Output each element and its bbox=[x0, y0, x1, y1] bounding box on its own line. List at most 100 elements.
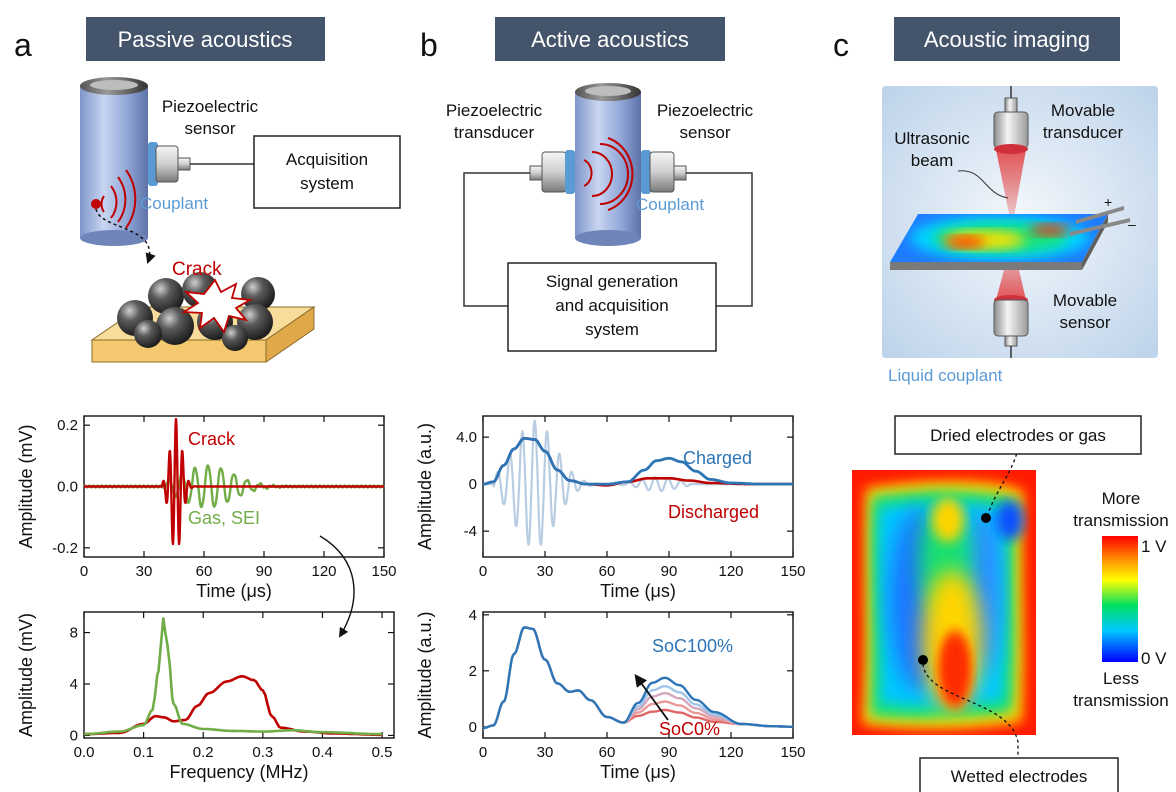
sensor-c bbox=[993, 295, 1029, 358]
y-tick-label: 0 bbox=[469, 719, 477, 736]
battery-cylinder-b bbox=[575, 83, 641, 246]
x-tick-label: 30 bbox=[537, 563, 554, 580]
x-tick-label: 60 bbox=[196, 563, 213, 580]
svg-text:–: – bbox=[1128, 216, 1136, 232]
x-tick-label: 90 bbox=[661, 744, 678, 761]
y-tick-label: -4 bbox=[464, 523, 477, 540]
discharged-annotation: Discharged bbox=[668, 502, 759, 522]
couplant-label-a: Couplant bbox=[140, 194, 208, 213]
svg-text:Acoustic imaging: Acoustic imaging bbox=[924, 27, 1090, 52]
chart-active-time: 0 30 60 90 120 150 -4 0 4.0 Time (μs) Amplitude (a… bbox=[415, 415, 806, 601]
series-charged bbox=[482, 436, 794, 486]
wetted-leader bbox=[922, 663, 1019, 765]
emission-source bbox=[91, 199, 101, 209]
cable-b-right bbox=[686, 172, 753, 307]
x-tick-label: 90 bbox=[661, 563, 678, 580]
beam-pointer bbox=[957, 170, 1009, 199]
liquid-couplant-label: Liquid couplant bbox=[888, 366, 1003, 385]
y-tick-label: 2 bbox=[469, 663, 477, 680]
battery-plate bbox=[890, 214, 1108, 270]
crack-label: Crack bbox=[172, 259, 222, 280]
svg-text:Wetted electrodes: Wetted electrodes bbox=[951, 767, 1088, 786]
series-SoC100% bbox=[482, 626, 794, 730]
panel-letter-c: c bbox=[833, 27, 849, 63]
dried-label-box: Dried electrodes or gas bbox=[894, 415, 1142, 455]
series-red-spectrum bbox=[84, 675, 383, 737]
transducer-b bbox=[529, 150, 575, 194]
y-tick-label: 4.0 bbox=[456, 429, 477, 446]
series-green-spectrum bbox=[84, 617, 383, 736]
x-tick-label: 60 bbox=[599, 744, 616, 761]
x-tick-label: 120 bbox=[718, 563, 743, 580]
sensor-b bbox=[641, 150, 687, 194]
plot-frame bbox=[83, 611, 395, 739]
series-crack bbox=[83, 417, 385, 546]
x-tick-label: 30 bbox=[537, 744, 554, 761]
crack-annotation: Crack bbox=[188, 429, 236, 449]
y-axis-title: Amplitude (a.u.) bbox=[415, 611, 435, 738]
x-tick-label: 60 bbox=[599, 563, 616, 580]
x-axis-title: Time (μs) bbox=[196, 581, 272, 601]
panel-letter-b: b bbox=[420, 27, 438, 63]
gas-annotation: Gas, SEI bbox=[188, 508, 260, 528]
wave-arcs-b bbox=[583, 137, 634, 211]
wetted-marker bbox=[918, 655, 928, 665]
chart-passive-time: 0 30 60 90 120 150 -0.2 0.0 0.2 Time (μs) Amplitud… bbox=[16, 415, 397, 601]
svg-text:+: + bbox=[1104, 194, 1112, 210]
panel-header-c: Acoustic imaging bbox=[894, 17, 1120, 61]
x-axis-title: Frequency (MHz) bbox=[169, 762, 308, 782]
y-tick-label: 0 bbox=[70, 727, 78, 744]
svg-text:Dried electrodes or gas: Dried electrodes or gas bbox=[930, 426, 1106, 445]
crack-burst bbox=[181, 278, 253, 334]
soc-trend-arrow bbox=[634, 673, 669, 721]
x-tick-label: 0 bbox=[80, 563, 88, 580]
wetted-label-box: Wetted electrodes bbox=[919, 757, 1119, 792]
soc100-annotation: SoC100% bbox=[652, 636, 733, 656]
chart-active-soc: 0 30 60 90 120 150 0 2 4 Time (μs) Amplitude (a.u.… bbox=[415, 607, 806, 782]
panel-header-b: Active acoustics bbox=[495, 17, 725, 61]
time-to-frequency-arrow bbox=[319, 535, 355, 638]
y-axis-title: Amplitude (a.u.) bbox=[415, 423, 435, 550]
x-tick-label: 0.5 bbox=[372, 744, 393, 761]
chart-passive-spectrum: 0.0 0.1 0.2 0.3 0.4 0.5 0 4 8 Frequency (MHz) Ampl… bbox=[16, 611, 395, 782]
colorbar: 1 V 0 V More transmission Less transmissio… bbox=[1073, 489, 1168, 710]
sensor-label-c: Movable sensor bbox=[1053, 291, 1117, 332]
y-tick-label: 0.0 bbox=[57, 479, 78, 496]
svg-text:1 V: 1 V bbox=[1141, 537, 1167, 556]
beam-label: Ultrasonic beam bbox=[894, 129, 970, 170]
x-tick-label: 150 bbox=[780, 563, 805, 580]
x-tick-label: 0.3 bbox=[252, 744, 273, 761]
y-tick-label: 8 bbox=[70, 625, 78, 642]
x-axis-title: Time (μs) bbox=[600, 581, 676, 601]
cable-b-left bbox=[463, 172, 530, 307]
battery-cylinder-a bbox=[80, 77, 148, 246]
x-tick-label: 0.4 bbox=[312, 744, 333, 761]
y-axis-title: Amplitude (mV) bbox=[16, 613, 36, 737]
y-tick-label: -0.2 bbox=[52, 540, 78, 557]
x-tick-label: 30 bbox=[136, 563, 153, 580]
sensor-label-a: Piezoelectric sensor bbox=[162, 97, 259, 138]
y-tick-label: 0 bbox=[469, 476, 477, 493]
svg-text:0 V: 0 V bbox=[1141, 649, 1167, 668]
panel-header-a: Passive acoustics bbox=[86, 17, 325, 61]
signal-generation-box: Signal generation and acquisition system bbox=[507, 262, 717, 352]
x-tick-label: 150 bbox=[780, 744, 805, 761]
x-tick-label: 150 bbox=[371, 563, 396, 580]
y-tick-label: 0.2 bbox=[57, 417, 78, 434]
plot-frame bbox=[482, 611, 794, 739]
soc0-annotation: SoC0% bbox=[659, 719, 720, 739]
plot-frame bbox=[482, 415, 794, 558]
svg-text:Active acoustics: Active acoustics bbox=[531, 27, 689, 52]
svg-text:Passive acoustics: Passive acoustics bbox=[118, 27, 293, 52]
x-axis-title: Time (μs) bbox=[600, 762, 676, 782]
x-tick-label: 90 bbox=[256, 563, 273, 580]
sensor-a bbox=[148, 142, 191, 186]
wave-arcs-a bbox=[100, 169, 137, 229]
x-tick-label: 0.2 bbox=[193, 744, 214, 761]
y-axis-title: Amplitude (mV) bbox=[16, 424, 36, 548]
tabs-c: + – bbox=[1070, 194, 1136, 236]
sensor-label-b: Piezoelectric sensor bbox=[657, 101, 754, 142]
